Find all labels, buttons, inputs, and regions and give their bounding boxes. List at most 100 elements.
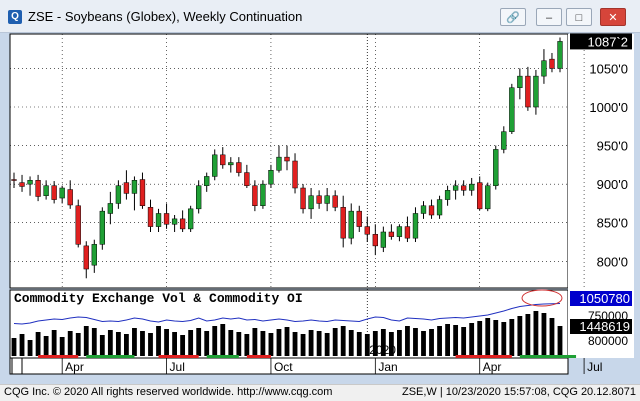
maximize-button[interactable]: □ bbox=[566, 8, 592, 26]
volume-bar bbox=[421, 331, 426, 356]
volume-bar bbox=[91, 328, 97, 356]
oi-last-badge bbox=[570, 291, 632, 306]
candle-up bbox=[380, 231, 387, 248]
season-bar bbox=[519, 355, 577, 358]
volume-bar bbox=[276, 329, 282, 356]
volume-bar bbox=[268, 333, 274, 356]
volume-bar bbox=[453, 325, 459, 356]
candle-down bbox=[123, 182, 130, 194]
volume-bar bbox=[140, 331, 145, 356]
candle-up bbox=[268, 170, 274, 185]
candle-down bbox=[316, 195, 322, 204]
season-bar bbox=[158, 355, 199, 358]
volume-bar bbox=[124, 334, 129, 356]
candle-up bbox=[91, 244, 97, 266]
candle-down bbox=[388, 231, 395, 237]
candle-down bbox=[356, 210, 362, 227]
vol-tick-label: 800000 bbox=[588, 334, 628, 348]
volume-bar bbox=[164, 329, 169, 356]
candle-up bbox=[43, 185, 49, 196]
volume-bar bbox=[196, 328, 202, 356]
candle-down bbox=[236, 162, 242, 173]
volume-bar bbox=[332, 328, 338, 356]
candle-down bbox=[372, 234, 378, 247]
candle-down bbox=[11, 179, 17, 181]
volume-bar bbox=[220, 324, 226, 356]
candle-down bbox=[292, 160, 298, 189]
status-info: ZSE,W | 10/23/2020 15:57:08, CQG 20.12.8… bbox=[401, 386, 636, 398]
last-price-label: 1087`2 bbox=[588, 34, 628, 49]
candle-down bbox=[75, 205, 81, 245]
volume-bar bbox=[525, 314, 531, 356]
candle-down bbox=[179, 218, 186, 230]
season-bar bbox=[206, 355, 239, 358]
candle-down bbox=[252, 185, 258, 207]
volume-bar bbox=[59, 337, 65, 356]
volume-bar bbox=[35, 332, 41, 356]
last-price-badge bbox=[570, 33, 632, 50]
volume-panel-title: Commodity Exchange Vol & Commodity OI bbox=[14, 291, 303, 306]
y-tick-label: 850'0 bbox=[597, 216, 628, 231]
candle-up bbox=[557, 41, 563, 69]
minimize-button[interactable]: – bbox=[536, 8, 562, 26]
candle-up bbox=[452, 185, 459, 191]
volume-bar bbox=[388, 332, 394, 356]
volume-bar bbox=[485, 318, 491, 356]
candle-up bbox=[444, 190, 451, 200]
y-tick-label: 1000'0 bbox=[589, 100, 628, 115]
volume-bar bbox=[212, 326, 218, 356]
cqg-app-icon: Q bbox=[8, 10, 22, 24]
x-tick-label: Oct bbox=[274, 360, 293, 374]
candle-up bbox=[436, 199, 443, 216]
season-bar bbox=[455, 355, 512, 358]
candle-down bbox=[19, 182, 25, 187]
candle-up bbox=[107, 203, 114, 214]
highlight-circle bbox=[521, 289, 563, 307]
volume-bar bbox=[300, 334, 306, 356]
candle-up bbox=[115, 185, 122, 204]
volume-bar bbox=[148, 333, 153, 356]
y-tick-label: 800'0 bbox=[597, 254, 628, 269]
vol-last-label: 1448619 bbox=[579, 319, 630, 334]
volume-bar bbox=[236, 332, 242, 356]
candle-down bbox=[549, 58, 555, 69]
x-tick-label: Apr bbox=[65, 360, 84, 374]
link-icon[interactable]: 🔗 bbox=[500, 8, 526, 26]
scrollbar-thumb[interactable] bbox=[11, 357, 23, 375]
candle-up bbox=[155, 213, 162, 227]
season-bar bbox=[246, 355, 271, 358]
candle-up bbox=[501, 131, 507, 150]
candle-down bbox=[35, 180, 41, 197]
candle-up bbox=[27, 180, 33, 185]
volume-bar bbox=[284, 327, 290, 356]
chart-window: Q ZSE - Soybeans (Globex), Weekly Contin… bbox=[0, 0, 640, 384]
volume-bar bbox=[252, 328, 258, 356]
volume-bar bbox=[156, 326, 161, 356]
volume-bar bbox=[83, 326, 89, 356]
candle-down bbox=[477, 182, 483, 210]
candle-up bbox=[99, 210, 105, 245]
volume-bar bbox=[469, 323, 475, 356]
candle-up bbox=[260, 183, 266, 207]
candle-up bbox=[493, 149, 499, 186]
candle-up bbox=[517, 75, 523, 88]
candle-up bbox=[509, 87, 515, 132]
candle-up bbox=[308, 195, 314, 210]
close-button[interactable]: ✕ bbox=[600, 8, 626, 26]
y-tick-label: 1050'0 bbox=[589, 61, 628, 76]
volume-bar bbox=[67, 331, 73, 356]
candle-down bbox=[332, 195, 338, 208]
y-tick-label: 900'0 bbox=[597, 177, 628, 192]
copyright-text: CQG Inc. © 2020 All rights reserved worl… bbox=[4, 386, 333, 398]
volume-bar bbox=[413, 328, 418, 356]
candle-down bbox=[51, 185, 57, 200]
volume-bar bbox=[244, 334, 250, 356]
candle-up bbox=[171, 218, 178, 225]
volume-bar bbox=[429, 329, 434, 356]
candle-up bbox=[469, 183, 475, 191]
volume-bar bbox=[99, 335, 105, 356]
candle-down bbox=[340, 207, 346, 239]
candle-down bbox=[460, 185, 467, 191]
candle-up bbox=[541, 60, 547, 77]
volume-bar bbox=[348, 330, 354, 356]
